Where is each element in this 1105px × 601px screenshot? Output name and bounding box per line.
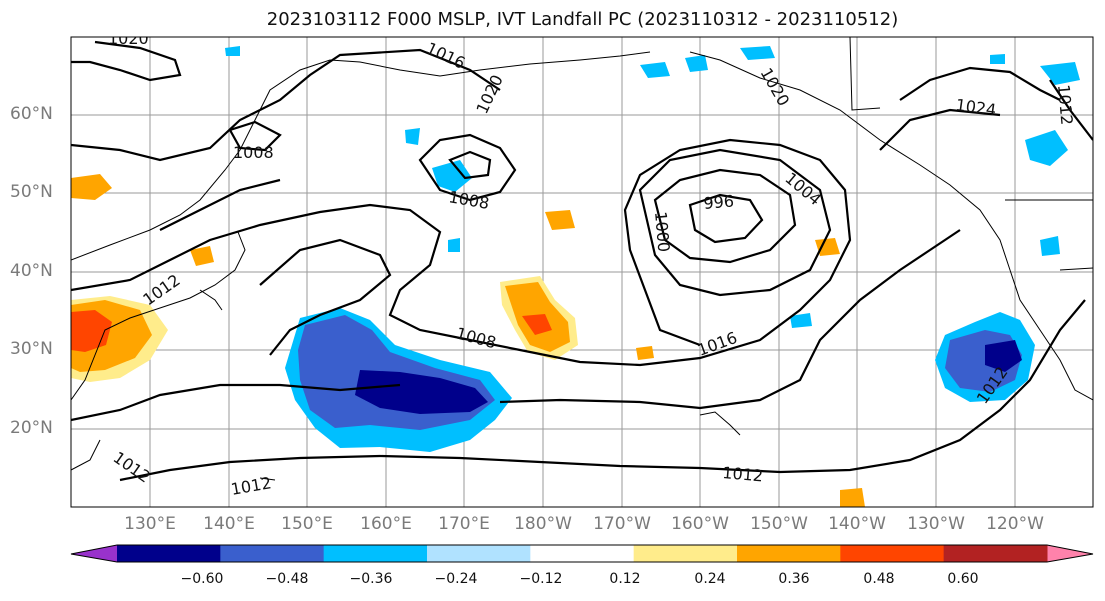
ivt-positive-west [71, 174, 214, 382]
isobar-label: 1012 [1054, 84, 1076, 126]
lon-label: 150°W [750, 514, 808, 534]
colorbar-extend-low [71, 545, 117, 562]
colorbar-segment [633, 545, 738, 562]
colorbar-segment [737, 545, 841, 562]
colorbar-segment [530, 545, 635, 562]
coastlines [71, 37, 1093, 481]
lon-label: 160°W [671, 514, 729, 534]
map-title: 2023103112 F000 MSLP, IVT Landfall PC (2… [266, 9, 899, 30]
lon-label: 160°E [360, 514, 412, 534]
lat-label: 50°N [10, 182, 53, 202]
lon-label: 140°E [203, 514, 255, 534]
colorbar-segment [323, 545, 428, 562]
colorbar-tick-label: 0.60 [947, 571, 979, 587]
colorbar-segment [943, 545, 1048, 562]
colorbar-segment [220, 545, 325, 562]
colorbar-segment [117, 545, 221, 562]
colorbar-tick-label: 0.48 [863, 571, 895, 587]
isobar-label: 1008 [233, 143, 274, 162]
lat-label: 20°N [10, 418, 53, 438]
colorbar-tick-label: −0.36 [349, 571, 393, 587]
lat-label: 40°N [10, 261, 53, 281]
lon-label: 150°E [281, 514, 333, 534]
colorbar-tick-label: −0.24 [434, 571, 478, 587]
lon-label: 140°W [828, 514, 886, 534]
ivt-negative-small [225, 46, 1080, 328]
colorbar-segment [427, 545, 531, 562]
colorbar-tick-label: 0.24 [694, 571, 726, 587]
ivt-negative-central [285, 308, 512, 452]
colorbar-tick-label: −0.60 [180, 571, 224, 587]
isobars [71, 40, 1093, 482]
colorbar-tick-label: −0.12 [519, 571, 563, 587]
colorbar-extend-high [1047, 545, 1093, 562]
lon-label: 120°W [986, 514, 1044, 534]
isobar-label: 1020 [108, 29, 149, 48]
lon-label: 170°W [593, 514, 651, 534]
lon-label: 130°E [124, 514, 176, 534]
isobar-label: 996 [703, 191, 735, 213]
map-frame [70, 36, 1094, 508]
isobar-label: 1000 [651, 211, 673, 253]
colorbar-segment [840, 545, 945, 562]
colorbar-tick-label: −0.48 [265, 571, 309, 587]
lat-label: 60°N [10, 104, 53, 124]
colorbar [70, 544, 1094, 563]
lat-label: 30°N [10, 339, 53, 359]
lon-label: 170°E [438, 514, 490, 534]
ivt-negative-east [935, 312, 1035, 402]
colorbar-tick-label: 0.12 [609, 571, 641, 587]
colorbar-outline [70, 544, 1094, 563]
isobar-label: 1012 [722, 463, 764, 485]
lon-label: 180°W [514, 514, 572, 534]
lon-label: 130°W [907, 514, 965, 534]
ivt-positive-central [500, 210, 865, 507]
colorbar-tick-label: 0.36 [778, 571, 810, 587]
